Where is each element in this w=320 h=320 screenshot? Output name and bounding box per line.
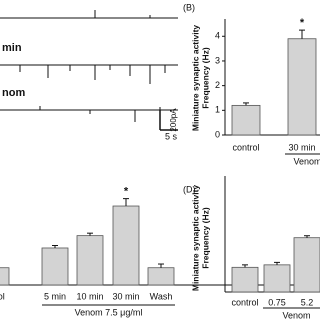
y-axis-label: Frequency (Hz) xyxy=(200,207,210,269)
y-tick-label: 4 xyxy=(215,31,220,41)
x-tick-label: 30 min xyxy=(288,142,315,152)
x-tick-label: 0.75 xyxy=(268,297,286,307)
y-axis-label: Miniature synaptic activity xyxy=(190,185,200,292)
x-tick-label: 10 min xyxy=(76,291,103,301)
trace xyxy=(0,64,178,84)
scale-time: 5 s xyxy=(165,131,178,141)
x-tick-label: 30 min xyxy=(112,291,139,301)
bar xyxy=(0,267,10,286)
panel-label: (B) xyxy=(183,2,195,12)
significance-mark: * xyxy=(300,17,305,29)
scale-current: 200pA xyxy=(169,108,178,132)
bar xyxy=(263,264,291,293)
significance-mark: * xyxy=(124,186,129,198)
y-axis-label: Frequency (Hz) xyxy=(200,47,210,109)
group-label: Venom xyxy=(293,156,320,166)
trace-label: nom xyxy=(2,87,25,99)
x-tick-label: Wash xyxy=(150,291,173,301)
bar xyxy=(231,104,261,136)
bar xyxy=(231,266,259,293)
bar xyxy=(41,247,69,286)
x-tick-label: 5.2 xyxy=(301,297,314,307)
bar xyxy=(293,237,320,293)
x-tick-label: control xyxy=(232,142,259,152)
x-tick-label: 5 min xyxy=(44,291,66,301)
bar xyxy=(147,267,175,286)
x-tick-label: ntrol xyxy=(0,291,5,301)
y-tick-label: 2 xyxy=(215,80,220,90)
bar xyxy=(76,235,104,286)
y-axis-label: Miniature synaptic activity xyxy=(190,25,200,132)
group-label: Venom xyxy=(282,310,310,320)
y-tick-label: 0 xyxy=(215,129,220,139)
x-tick-label: control xyxy=(231,297,258,307)
y-tick-label: 3 xyxy=(215,55,220,65)
bar xyxy=(287,38,317,136)
y-tick-label: 1 xyxy=(215,105,220,115)
bar xyxy=(112,205,140,286)
group-label: Venom 7.5 μg/ml xyxy=(75,307,143,317)
trace xyxy=(0,106,178,122)
panel-label: (D) xyxy=(183,184,196,194)
trace-label: min xyxy=(2,42,22,54)
trace xyxy=(0,10,178,19)
